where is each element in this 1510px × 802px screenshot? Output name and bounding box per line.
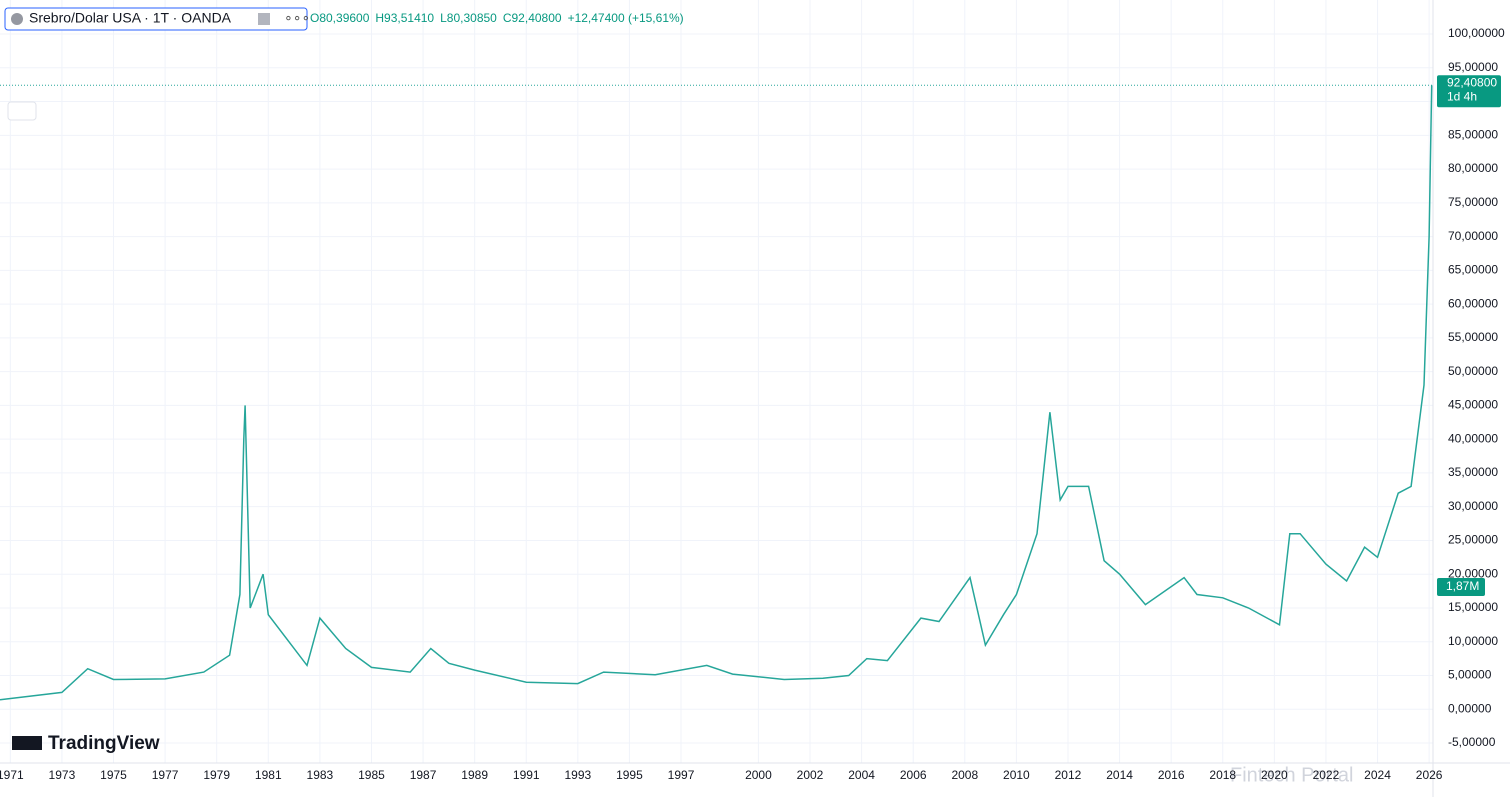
- x-tick-label: 2004: [848, 768, 875, 782]
- y-tick-label: 75,00000: [1448, 195, 1498, 209]
- x-tick-label: 1979: [203, 768, 230, 782]
- y-tick-label: 30,00000: [1448, 499, 1498, 513]
- x-tick-label: 2016: [1158, 768, 1185, 782]
- x-tick-label: 2022: [1313, 768, 1340, 782]
- ohlc-value: +12,47400 (+15,61%): [568, 11, 684, 25]
- ohlc-value: H93,51410: [375, 11, 434, 25]
- last-price-tag: [1437, 75, 1501, 108]
- x-tick-label: 1977: [152, 768, 179, 782]
- last-price-label: 92,40800: [1447, 75, 1497, 89]
- volume-tag: [1437, 578, 1485, 596]
- y-tick-label: 40,00000: [1448, 431, 1498, 445]
- x-tick-label: 2014: [1106, 768, 1133, 782]
- x-tick-label: 1993: [564, 768, 591, 782]
- y-tick-label: 25,00000: [1448, 533, 1498, 547]
- symbol-box[interactable]: [4, 7, 308, 31]
- ohlc-value: L80,30850: [440, 11, 497, 25]
- x-tick-label: 2020: [1261, 768, 1288, 782]
- x-tick-label: 1971: [0, 768, 24, 782]
- y-tick-label: 95,00000: [1448, 60, 1498, 74]
- x-tick-label: 1995: [616, 768, 643, 782]
- x-tick-label: 1983: [307, 768, 334, 782]
- y-tick-label: -5,00000: [1448, 735, 1496, 749]
- y-tick-label: 65,00000: [1448, 263, 1498, 277]
- y-tick-label: 5,00000: [1448, 668, 1492, 682]
- price-line: [0, 85, 1433, 701]
- x-tick-label: 2008: [951, 768, 978, 782]
- y-tick-label: 80,00000: [1448, 161, 1498, 175]
- x-tick-label: 2000: [745, 768, 772, 782]
- y-tick-label: 50,00000: [1448, 364, 1498, 378]
- y-tick-label: 15,00000: [1448, 600, 1498, 614]
- x-tick-label: 2006: [900, 768, 927, 782]
- countdown: 1d 4h: [1447, 89, 1477, 103]
- x-tick-label: 1975: [100, 768, 127, 782]
- x-tick-label: 2018: [1209, 768, 1236, 782]
- more-icon[interactable]: ∘∘∘: [284, 10, 310, 26]
- flag-icon[interactable]: [258, 13, 270, 25]
- x-tick-label: 1973: [49, 768, 76, 782]
- grid: [0, 0, 1433, 763]
- y-tick-label: 20,00000: [1448, 566, 1498, 580]
- symbol-title: Srebro/Dolar USA · 1T · OANDA: [29, 10, 232, 26]
- x-tick-label: 1989: [461, 768, 488, 782]
- brand-logo: [12, 736, 42, 750]
- x-tick-label: 1981: [255, 768, 282, 782]
- x-tick-label: 2010: [1003, 768, 1030, 782]
- x-tick-label: 2026: [1416, 768, 1443, 782]
- collapse-button[interactable]: [7, 101, 37, 121]
- x-tick-label: 2024: [1364, 768, 1391, 782]
- y-tick-label: 55,00000: [1448, 330, 1498, 344]
- y-tick-label: 70,00000: [1448, 229, 1498, 243]
- ohlc-value: C92,40800: [503, 11, 562, 25]
- x-tick-label: 2002: [797, 768, 824, 782]
- y-tick-label: 10,00000: [1448, 634, 1498, 648]
- y-tick-label: 0,00000: [1448, 701, 1492, 715]
- x-tick-label: 1985: [358, 768, 385, 782]
- y-tick-label: 100,00000: [1448, 26, 1505, 40]
- ohlc-value: O80,39600: [310, 11, 370, 25]
- y-tick-label: 85,00000: [1448, 127, 1498, 141]
- x-tick-label: 1991: [513, 768, 540, 782]
- x-tick-label: 2012: [1055, 768, 1082, 782]
- x-tick-label: 1997: [668, 768, 695, 782]
- y-tick-label: 35,00000: [1448, 465, 1498, 479]
- symbol-icon: [11, 13, 23, 25]
- volume-label: 1,87M: [1446, 579, 1479, 593]
- y-tick-label: 45,00000: [1448, 398, 1498, 412]
- x-tick-label: 1987: [410, 768, 437, 782]
- y-tick-label: 60,00000: [1448, 296, 1498, 310]
- brand: TradingView: [48, 733, 160, 754]
- watermark: Fintech Portal: [1230, 764, 1353, 786]
